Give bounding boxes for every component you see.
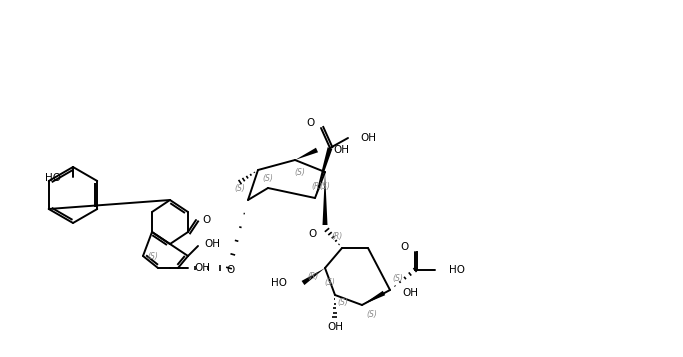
Text: OH: OH xyxy=(327,322,343,332)
Polygon shape xyxy=(302,268,325,285)
Polygon shape xyxy=(362,291,385,305)
Text: O: O xyxy=(226,265,234,275)
Text: OH: OH xyxy=(333,145,349,155)
Polygon shape xyxy=(315,147,333,198)
Text: (S): (S) xyxy=(262,174,273,182)
Text: HO: HO xyxy=(449,265,465,275)
Text: O: O xyxy=(307,118,315,128)
Text: OH: OH xyxy=(194,263,210,273)
Text: (S): (S) xyxy=(294,167,305,176)
Text: HO: HO xyxy=(45,173,61,183)
Text: (S): (S) xyxy=(367,311,378,320)
Text: OH: OH xyxy=(402,288,418,298)
Polygon shape xyxy=(295,148,318,160)
Text: (R): (R) xyxy=(307,272,319,281)
Text: (S): (S) xyxy=(234,183,245,192)
Text: O: O xyxy=(401,242,409,252)
Text: (S): (S) xyxy=(337,298,348,307)
Text: (S): (S) xyxy=(320,181,331,191)
Text: (S): (S) xyxy=(324,278,335,287)
Text: (S): (S) xyxy=(148,251,158,261)
Text: (S): (S) xyxy=(393,273,404,282)
Polygon shape xyxy=(322,172,328,225)
Text: (R): (R) xyxy=(331,231,343,241)
Text: O: O xyxy=(202,215,210,225)
Text: OH: OH xyxy=(360,133,376,143)
Text: HO: HO xyxy=(271,278,287,288)
Text: OH: OH xyxy=(204,239,220,249)
Text: O: O xyxy=(309,229,317,239)
Text: (R): (R) xyxy=(311,181,322,191)
